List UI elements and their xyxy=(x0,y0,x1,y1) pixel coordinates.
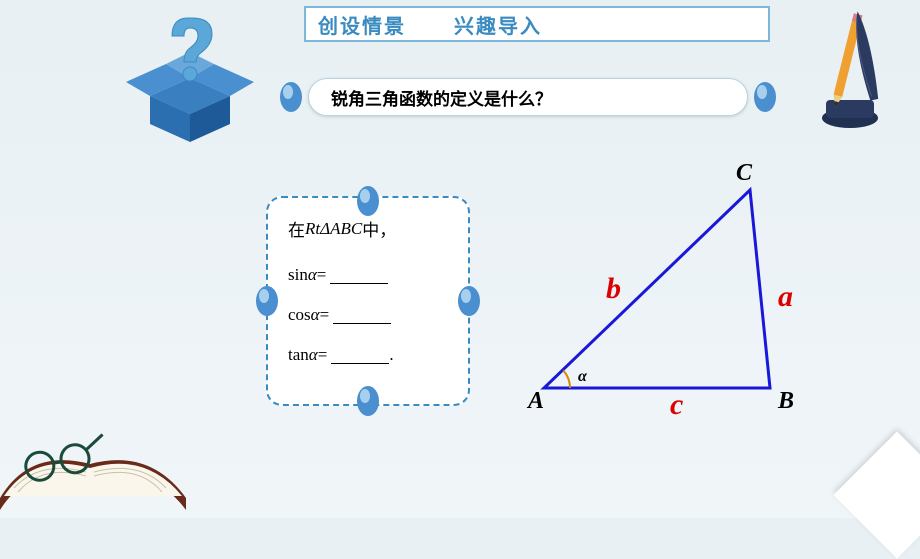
question-text: 锐角三角函数的定义是什么？ xyxy=(331,85,552,110)
quill-pencil-icon xyxy=(810,0,900,130)
blank-cos xyxy=(333,306,391,325)
eq-cos: = xyxy=(320,305,330,325)
book-icon xyxy=(0,378,190,518)
formula-row-sin: sin α = xyxy=(288,265,452,285)
angle-alpha: α xyxy=(578,368,587,386)
intro-rt: Rt xyxy=(305,219,320,239)
formula-row-cos: cos α = xyxy=(288,305,452,325)
pin-left-icon xyxy=(278,80,304,114)
page-curl-icon xyxy=(833,431,920,558)
formula-panel: 在 Rt ΔABC 中， sin α = cos α = tan α = . xyxy=(266,196,470,406)
side-a: a xyxy=(778,280,793,314)
fn-cos: cos xyxy=(288,305,311,325)
question-box-icon xyxy=(120,6,260,146)
title-part1: 创设情景 xyxy=(318,10,406,39)
eq-sin: = xyxy=(317,265,327,285)
question-pill: 锐角三角函数的定义是什么？ xyxy=(308,78,748,116)
formula-row-tan: tan α = . xyxy=(288,345,452,365)
fn-tan: tan xyxy=(288,345,309,365)
intro-suffix: 中， xyxy=(362,216,396,241)
intro-prefix: 在 xyxy=(288,216,305,241)
blank-sin xyxy=(330,266,388,285)
vertex-a: A xyxy=(528,388,544,415)
triangle-figure: C A B a b c α xyxy=(520,160,830,420)
panel-pin-bottom-icon xyxy=(355,384,381,418)
panel-pin-right-icon xyxy=(456,284,482,318)
panel-pin-left-icon xyxy=(254,284,280,318)
side-b: b xyxy=(606,272,621,306)
blank-tan xyxy=(331,346,389,365)
intro-tri: ΔABC xyxy=(320,219,362,239)
title-bar: 创设情景 兴趣导入 xyxy=(304,6,770,42)
tail-tan: . xyxy=(389,345,393,365)
var-cos: α xyxy=(311,305,320,325)
title-part2: 兴趣导入 xyxy=(454,10,542,39)
var-tan: α xyxy=(309,345,318,365)
vertex-b: B xyxy=(778,388,794,415)
fn-sin: sin xyxy=(288,265,308,285)
vertex-c: C xyxy=(736,160,752,187)
eq-tan: = xyxy=(318,345,328,365)
var-sin: α xyxy=(308,265,317,285)
question-row: 锐角三角函数的定义是什么？ xyxy=(278,76,778,118)
side-c: c xyxy=(670,388,683,422)
formula-intro: 在 Rt ΔABC 中， xyxy=(288,216,452,241)
panel-pin-top-icon xyxy=(355,184,381,218)
pin-right-icon xyxy=(752,80,778,114)
